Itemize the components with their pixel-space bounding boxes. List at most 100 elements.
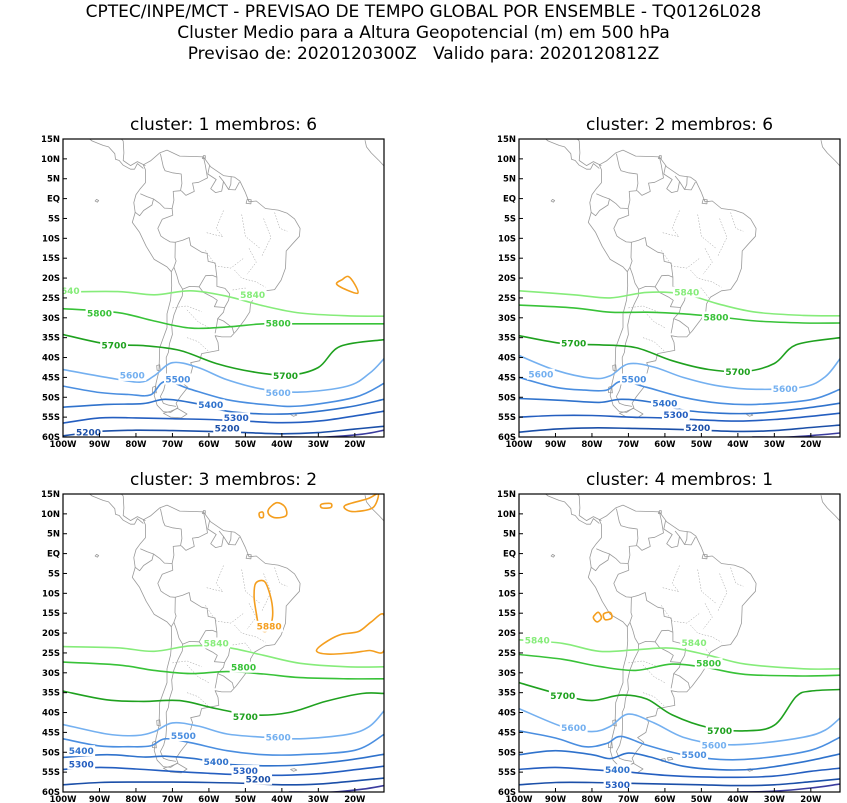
country-border: [631, 237, 674, 278]
x-tick-label: 40W: [271, 440, 293, 450]
contour-label: 5200: [685, 424, 710, 434]
y-tick-label: 10N: [497, 155, 516, 165]
contour-label-bg: [264, 386, 293, 398]
contour-5880: [602, 611, 613, 621]
contour-label: 5840: [682, 639, 707, 649]
state-border: [697, 214, 717, 249]
state-border: [205, 210, 224, 237]
island-outline: [657, 510, 662, 514]
y-tick-label: 20S: [42, 629, 60, 639]
country-border: [616, 508, 639, 571]
contour-label-bg: [559, 337, 588, 349]
central-america-pacific-coastline: [88, 139, 144, 170]
x-tick-label: 90W: [89, 440, 111, 450]
central-america-coastline: [120, 494, 146, 521]
island-outline: [245, 554, 252, 560]
y-tick-label: 15N: [497, 490, 516, 500]
contour-label-bg: [264, 317, 293, 329]
country-border: [679, 176, 688, 190]
africa-coastline: [364, 139, 384, 167]
country-border: [616, 644, 639, 762]
y-tick-label: 30S: [498, 314, 516, 324]
y-tick-label: 35S: [498, 334, 516, 344]
x-tick-label: 20W: [344, 440, 366, 450]
map-panel-3: cluster: 3 membros: 2 5840 5800 5700 5600 550…: [41, 470, 385, 803]
contour-5840: [63, 289, 384, 317]
state-border: [690, 624, 722, 643]
country-border: [207, 520, 224, 548]
x-tick-label: 60W: [198, 795, 220, 803]
state-border: [274, 212, 288, 232]
south-america-coastline: [587, 504, 757, 768]
y-tick-label: 15N: [497, 135, 516, 145]
contour-label-bg: [169, 730, 198, 742]
contour-label: 5700: [707, 727, 732, 737]
y-tick-label: 45S: [42, 728, 60, 738]
island-outline: [667, 757, 674, 761]
y-tick-label: 5N: [503, 175, 516, 185]
contour-label-bg: [683, 421, 712, 433]
y-tick-label: 5S: [48, 214, 60, 224]
state-border: [241, 569, 261, 604]
y-tick-label: 35S: [42, 334, 60, 344]
contour-label-bg: [63, 285, 82, 297]
country-border: [214, 307, 225, 334]
contour-label-bg: [67, 758, 96, 770]
y-tick-label: 5N: [47, 175, 60, 185]
plot-frame: [62, 493, 385, 793]
contour-5100: [288, 784, 384, 792]
state-border: [247, 248, 257, 275]
y-tick-label: 15N: [41, 135, 60, 145]
contour-label: 5880: [257, 623, 282, 633]
state-border: [186, 692, 210, 707]
contour-label-bg: [705, 725, 734, 737]
south-america-coastline: [587, 149, 757, 413]
contour-label: 5300: [605, 781, 630, 791]
country-border: [679, 531, 688, 545]
contour-label: 5600: [561, 724, 586, 734]
contour-5100: [751, 432, 840, 437]
contour-5880: [315, 613, 384, 655]
state-border: [261, 573, 272, 612]
contour-5200: [63, 777, 384, 786]
contour-label-bg: [700, 739, 729, 751]
country-border: [609, 553, 629, 564]
country-border: [180, 156, 208, 196]
x-tick-label: 80W: [125, 795, 147, 803]
y-tick-label: 50S: [498, 393, 516, 403]
y-tick-label: 50S: [42, 748, 60, 758]
contour-label-bg: [164, 373, 192, 385]
y-tick-label: EQ: [47, 550, 60, 560]
country-border: [180, 511, 208, 551]
y-tick-label: 35S: [498, 689, 516, 699]
country-border: [684, 536, 696, 546]
x-tick-label: 40W: [727, 795, 749, 803]
map-layer: 5840640580058005700570056005600550054005…: [63, 139, 384, 437]
contour-label-bg: [771, 383, 800, 395]
island-outline: [701, 199, 708, 205]
contour-label: 5600: [702, 741, 727, 751]
contour-label-bg: [255, 620, 283, 632]
state-border: [186, 309, 210, 328]
island-outline: [94, 199, 100, 203]
x-tick-label: 100W: [49, 795, 77, 803]
contour-label-bg: [229, 661, 258, 673]
y-tick-label: 60S: [498, 433, 516, 443]
island-outline: [550, 554, 556, 558]
contour-5200: [519, 778, 840, 787]
y-tick-label: 15N: [41, 490, 60, 500]
x-tick-label: 70W: [618, 795, 640, 803]
contour-label: 5300: [233, 767, 258, 777]
plot-frame: [518, 138, 841, 438]
y-tick-label: 15S: [498, 254, 516, 264]
country-border: [613, 569, 633, 627]
country-border: [160, 508, 183, 571]
contour-label: 5200: [246, 776, 271, 786]
contour-label: 5500: [171, 732, 196, 742]
country-border: [616, 153, 639, 216]
y-tick-label: 45S: [42, 373, 60, 383]
contour-5200: [519, 424, 840, 433]
country-border: [590, 193, 610, 217]
y-tick-label: EQ: [503, 195, 516, 205]
